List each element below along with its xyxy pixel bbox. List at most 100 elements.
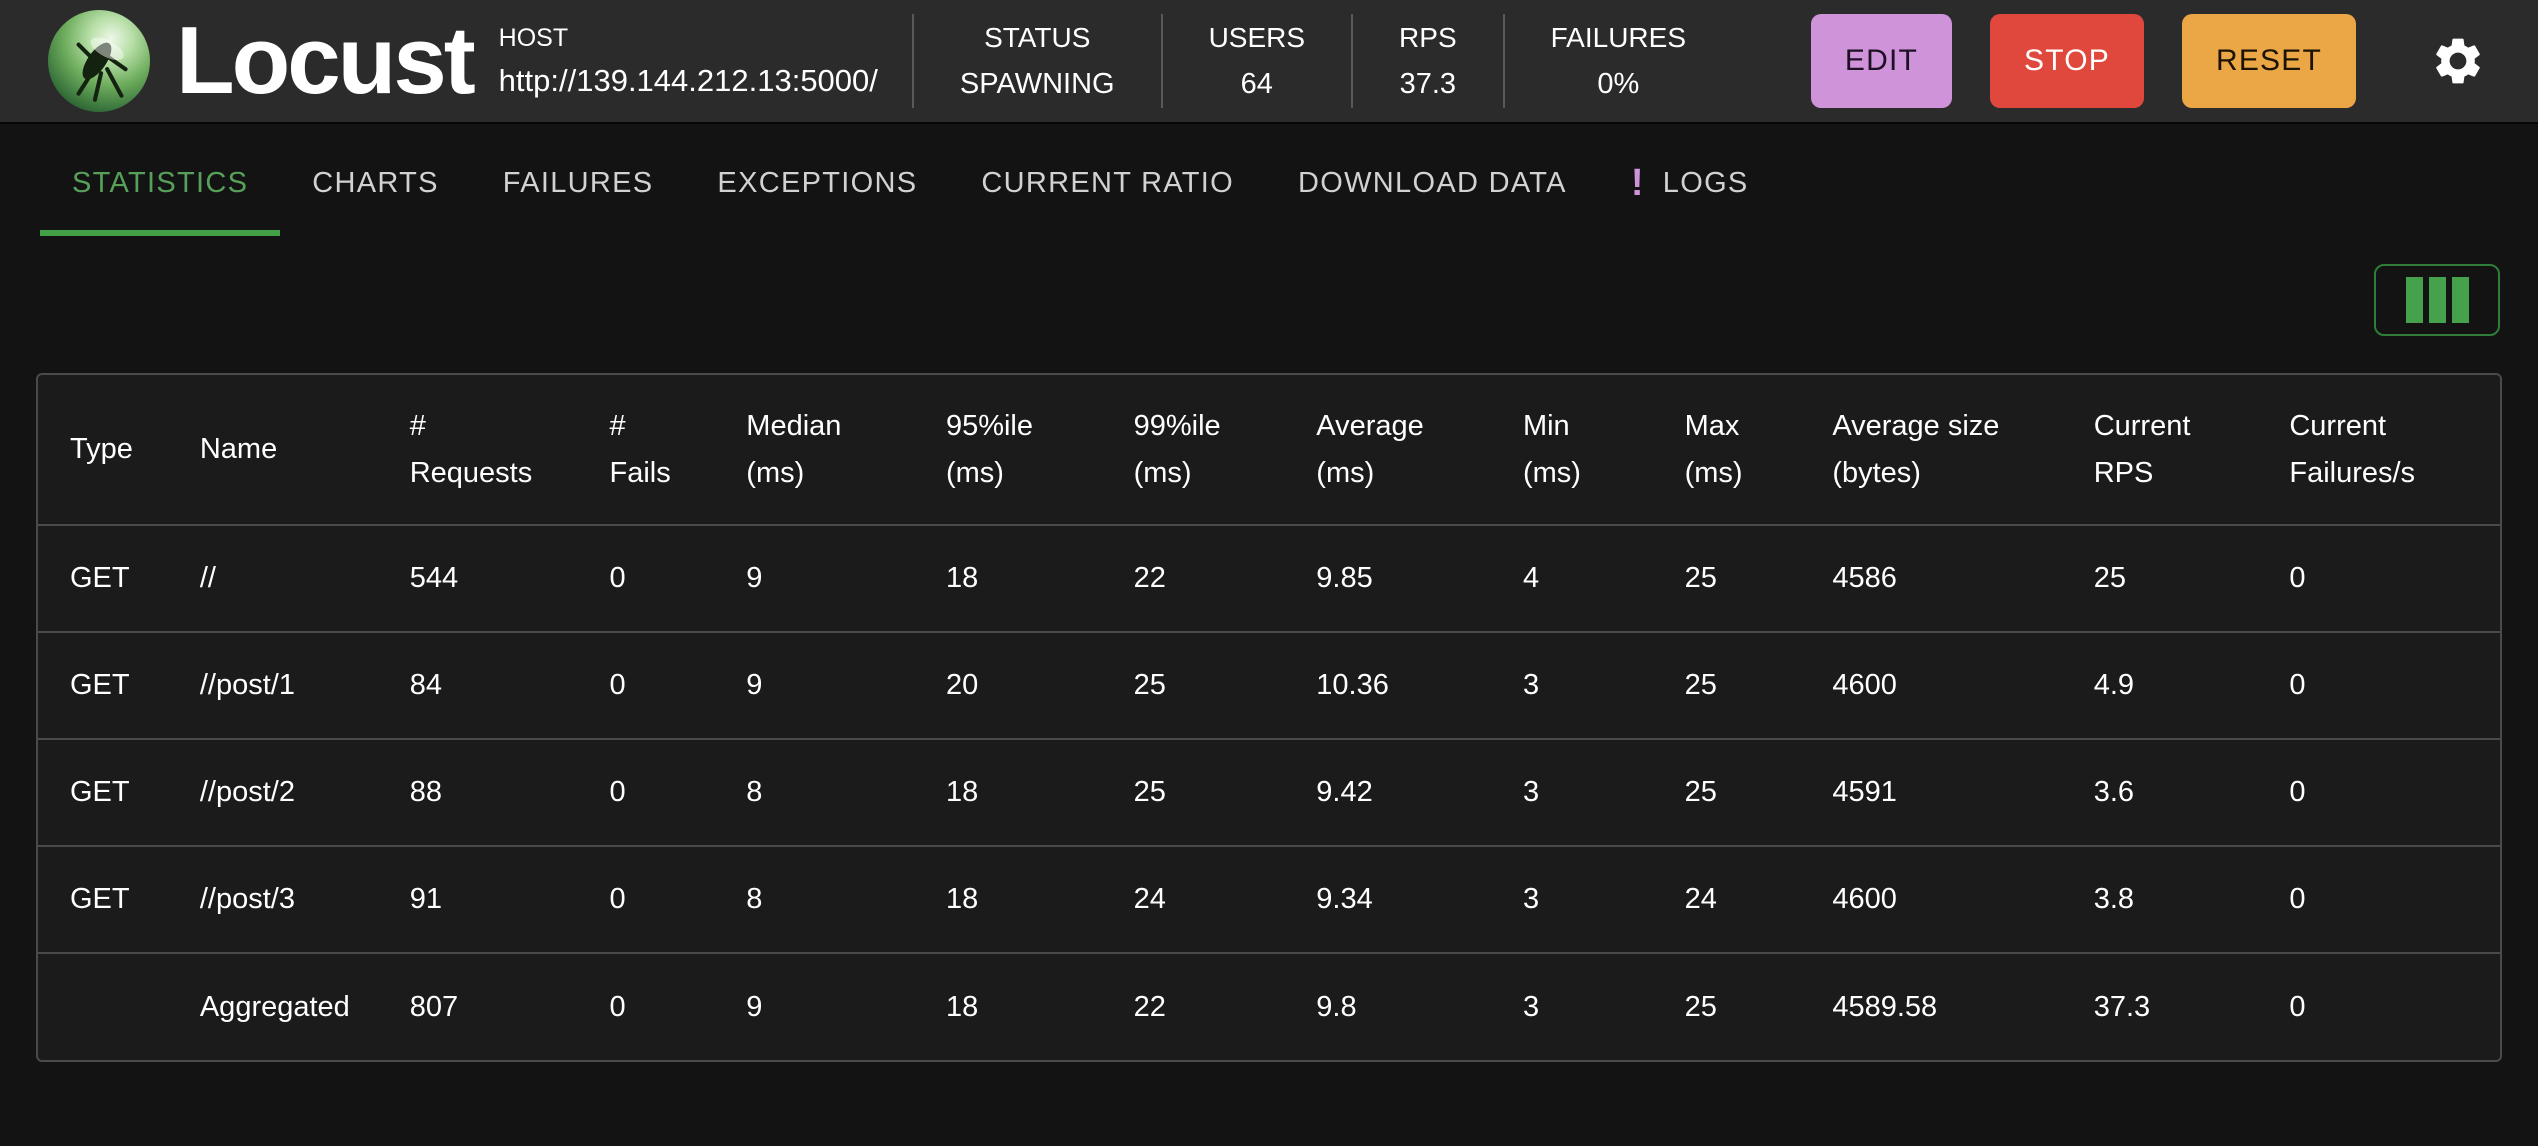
column-header-average[interactable]: Average (ms) [1284, 375, 1491, 525]
stat-users: USERS 64 [1160, 14, 1351, 108]
header-label: Average [1316, 409, 1424, 442]
stop-button[interactable]: STOP [1990, 14, 2144, 108]
settings-button[interactable] [2428, 31, 2488, 91]
tab-label: EXCEPTIONS [717, 166, 918, 199]
tab-logs[interactable]: ! LOGS [1599, 134, 1781, 236]
top-bar: Locust HOST http://139.144.212.13:5000/ … [0, 0, 2538, 122]
table-cell: GET [70, 669, 130, 701]
table-cell: 25 [1133, 776, 1166, 808]
header-label: Median [746, 409, 842, 442]
header-label: RPS [2093, 456, 2154, 489]
header-label: Current [2289, 409, 2387, 442]
table-cell: 9.8 [1316, 990, 1357, 1023]
tab-failures[interactable]: FAILURES [471, 134, 686, 236]
column-header-fails[interactable]: # Fails [578, 375, 715, 525]
header-label: (bytes) [1832, 456, 1921, 489]
table-cell: 0 [609, 776, 626, 808]
table-cell: 24 [1133, 883, 1166, 915]
table-cell: 4586 [1832, 562, 1897, 594]
table-cell: 9 [746, 990, 763, 1023]
column-selector-button[interactable] [2374, 264, 2500, 336]
column-header-99ile[interactable]: 99%ile (ms) [1102, 375, 1285, 525]
table-cell: 25 [1684, 776, 1717, 808]
table-row: GET // 544 0 9 18 22 9.85 4 25 4586 25 0 [38, 525, 2500, 632]
column-header-current-rps[interactable]: Current RPS [2062, 375, 2258, 525]
aggregated-row: Aggregated 807 0 9 18 22 9.8 3 25 4589.5… [38, 953, 2500, 1060]
table-header-row: Type Name # Requests # Fails Median (ms) 95… [38, 375, 2500, 525]
table-cell: 25 [1133, 669, 1166, 701]
column-header-current-failures[interactable]: Current Failures/s [2257, 375, 2500, 525]
header-label: (ms) [1684, 456, 1743, 489]
table-cell: 25 [1684, 669, 1717, 701]
table-cell: 0 [2289, 562, 2306, 594]
table-cell: 0 [609, 883, 626, 915]
header-label: 95%ile [945, 409, 1033, 442]
stat-rps: RPS 37.3 [1351, 14, 1503, 108]
table-cell: 8 [746, 883, 763, 915]
tab-exceptions[interactable]: EXCEPTIONS [685, 134, 949, 236]
table-cell [38, 953, 168, 1060]
header-label: Name [199, 433, 278, 465]
stat-failures: FAILURES 0% [1502, 14, 1732, 108]
edit-button[interactable]: EDIT [1810, 14, 1953, 108]
columns-icon [2405, 277, 2469, 323]
column-header-min[interactable]: Min (ms) [1491, 375, 1653, 525]
stat-value: 37.3 [1399, 67, 1457, 100]
table-cell: 18 [945, 883, 979, 915]
header-label: (ms) [1522, 456, 1581, 489]
table-cell: 0 [609, 669, 626, 701]
table-cell: //post/2 [199, 776, 295, 808]
stat-value: SPAWNING [959, 67, 1115, 100]
table-cell: 24 [1684, 883, 1717, 915]
tab-statistics[interactable]: STATISTICS [40, 134, 281, 236]
table-cell: 4600 [1832, 883, 1897, 915]
header-label: Min [1522, 409, 1570, 442]
table-cell: 25 [1684, 562, 1717, 594]
locust-logo[interactable] [48, 10, 150, 112]
gear-icon [2436, 38, 2480, 84]
header-label: # [409, 409, 426, 442]
table-cell: 22 [1133, 562, 1166, 594]
header-label: Average size [1832, 409, 2000, 442]
column-header-type[interactable]: Type [38, 375, 168, 525]
tab-current-ratio[interactable]: CURRENT RATIO [949, 134, 1266, 236]
nav-tabs: STATISTICS CHARTS FAILURES EXCEPTIONS CU… [0, 122, 2538, 236]
table-cell: 18 [945, 990, 979, 1023]
table-cell: 18 [945, 776, 979, 808]
table-cell: 4589.58 [1832, 990, 1938, 1023]
tab-label: DOWNLOAD DATA [1298, 166, 1567, 199]
statistics-table: Type Name # Requests # Fails Median (ms) 95… [36, 373, 2502, 1062]
table-row: GET //post/1 84 0 9 20 25 10.36 3 25 460… [38, 632, 2500, 739]
table-cell: 9.42 [1316, 776, 1373, 808]
app-title: Locust [176, 7, 476, 114]
host-block: HOST http://139.144.212.13:5000/ [498, 24, 878, 98]
header-label: (ms) [1133, 456, 1192, 489]
tab-charts[interactable]: CHARTS [280, 134, 471, 236]
tab-download-data[interactable]: DOWNLOAD DATA [1266, 134, 1599, 236]
host-url: http://139.144.212.13:5000/ [498, 63, 878, 98]
table-cell: 3 [1522, 669, 1540, 701]
tab-label: CHARTS [312, 166, 439, 199]
stat-value: 0% [1597, 67, 1640, 100]
reset-button[interactable]: RESET [2181, 14, 2356, 108]
table-cell: 544 [409, 562, 459, 594]
column-header-median[interactable]: Median (ms) [714, 375, 914, 525]
table-row: GET //post/3 91 0 8 18 24 9.34 3 24 4600… [38, 846, 2500, 953]
column-header-95ile[interactable]: 95%ile (ms) [914, 375, 1102, 525]
column-header-requests[interactable]: # Requests [378, 375, 578, 525]
tab-label: STATISTICS [72, 166, 249, 199]
table-cell: GET [70, 562, 130, 594]
table-cell: 3 [1522, 883, 1540, 915]
table-cell: 0 [2289, 883, 2306, 915]
header-label: Fails [609, 456, 671, 489]
host-label: HOST [498, 24, 569, 52]
column-header-name[interactable]: Name [168, 375, 378, 525]
logs-alert-badge: ! [1630, 162, 1645, 204]
header-label: (ms) [945, 456, 1004, 489]
column-header-max[interactable]: Max (ms) [1653, 375, 1801, 525]
column-header-average-size[interactable]: Average size (bytes) [1800, 375, 2061, 525]
stat-label: STATUS [984, 21, 1091, 53]
table-cell: 3.6 [2093, 776, 2135, 808]
table-cell: 4600 [1832, 669, 1897, 701]
table-cell: 25 [1684, 990, 1717, 1023]
